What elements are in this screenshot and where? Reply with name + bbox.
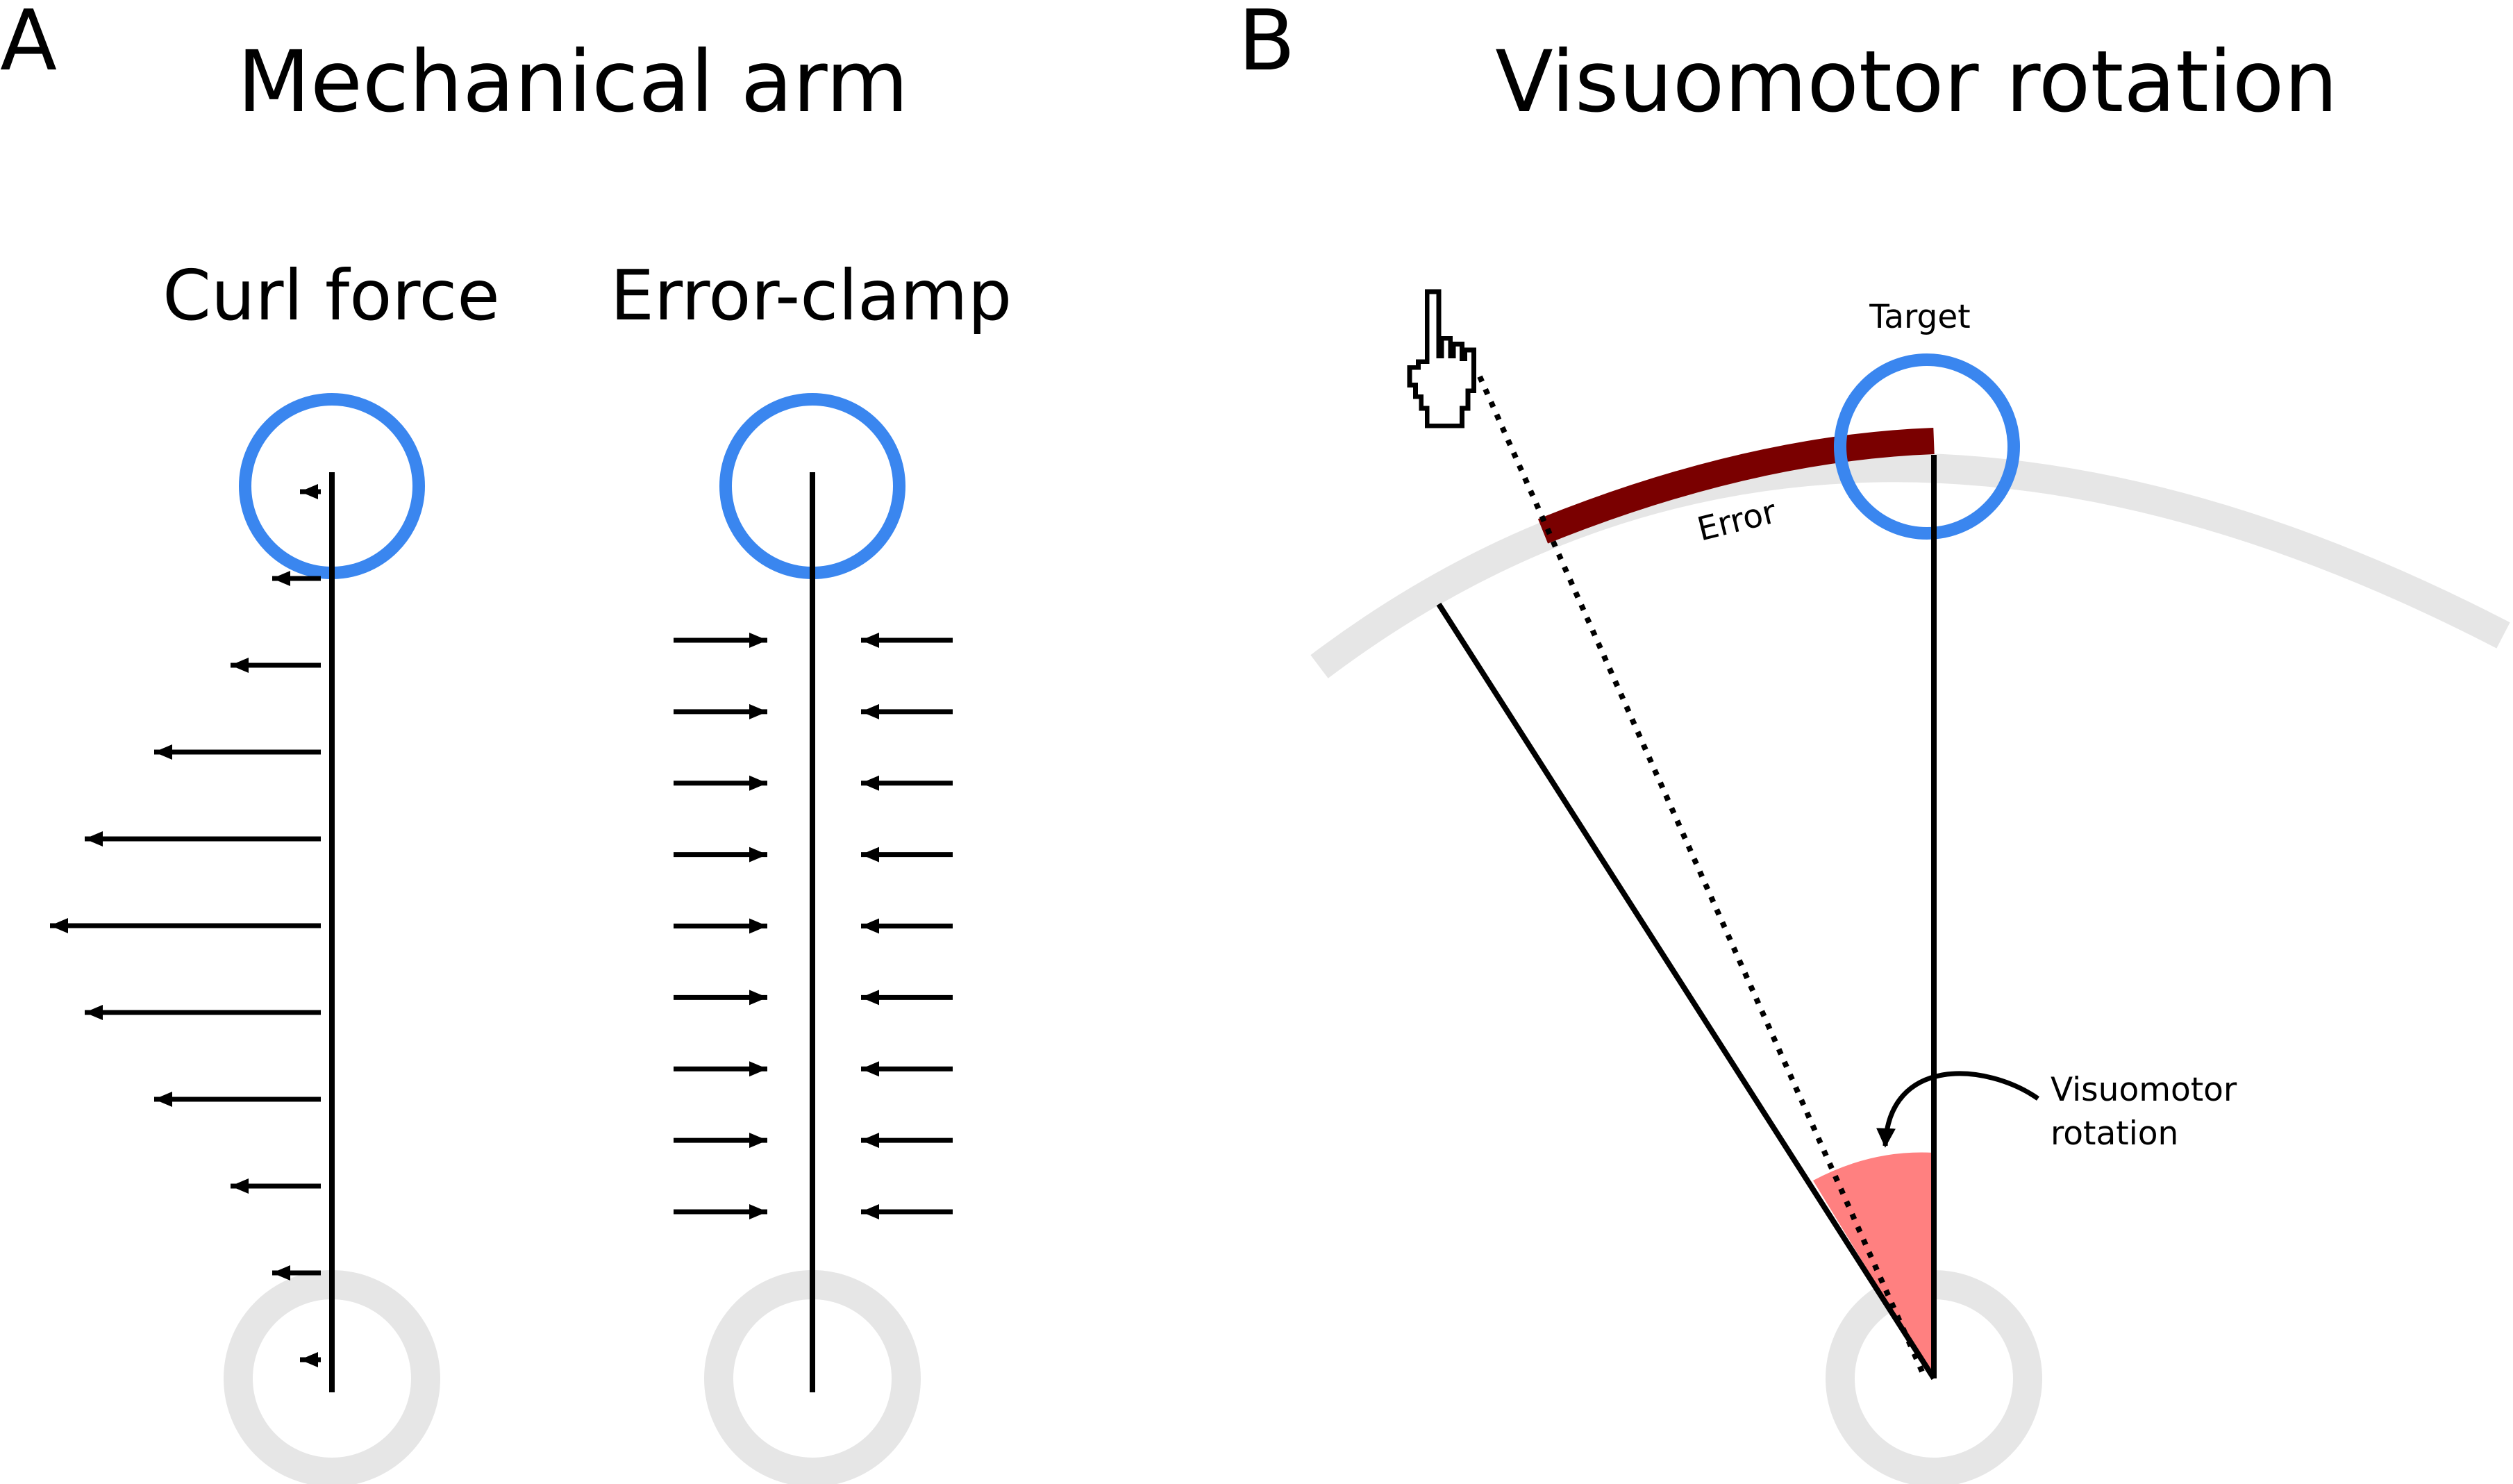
panel-b-title: Visuomotor rotation	[1495, 33, 2338, 131]
workspace-arc	[1310, 453, 2510, 678]
curl-force-arrow-head	[231, 658, 249, 673]
clamp-force-arrow-left-head	[749, 633, 767, 648]
curl-force-arrow-head	[272, 571, 290, 586]
clamp-force-arrow-right-head	[861, 1061, 879, 1077]
curl-force-arrows	[50, 484, 321, 1367]
clamp-force-arrow-left-head	[749, 1061, 767, 1077]
curl-force-arrow-head	[85, 1005, 103, 1020]
rotation-annotation-arrow	[1876, 1071, 2039, 1148]
curl-force-title: Curl force	[162, 255, 500, 336]
panel-b: B Visuomotor rotation Target Error Visuo…	[1238, 0, 2510, 1484]
clamp-force-arrow-right-head	[861, 990, 879, 1006]
clamp-force-arrow-right-head	[861, 1133, 879, 1149]
curl-force-arrow-head	[154, 1092, 172, 1107]
curl-force-arrow-head	[300, 484, 318, 499]
curl-force-arrow-head	[50, 918, 68, 933]
curl-force-subpanel: Curl force	[50, 255, 500, 1484]
clamp-force-arrow-right-head	[861, 775, 879, 791]
clamp-force-arrow-right-head	[861, 918, 879, 934]
error-arc	[1537, 428, 1935, 544]
curl-force-arrow-head	[85, 831, 103, 847]
curl-force-arrow-head	[300, 1352, 318, 1367]
curl-force-arrow-head	[272, 1265, 290, 1281]
clamp-force-arrow-right-head	[861, 1204, 879, 1219]
error-clamp-title: Error-clamp	[610, 255, 1012, 336]
clamp-force-arrow-left-head	[749, 1204, 767, 1219]
error-clamp-arrows	[674, 633, 953, 1219]
rotation-angle-wedge	[1813, 1152, 1934, 1378]
curl-force-arrow-head	[154, 744, 172, 760]
clamp-force-arrow-left-head	[749, 847, 767, 862]
clamp-force-arrow-left-head	[749, 918, 767, 934]
error-clamp-subpanel: Error-clamp	[610, 255, 1012, 1484]
clamp-force-arrow-left-head	[749, 990, 767, 1006]
clamp-force-arrow-left-head	[749, 703, 767, 719]
clamp-force-arrow-right-head	[861, 633, 879, 648]
panel-a-title: Mechanical arm	[237, 33, 909, 131]
rotation-label-line2: rotation	[2051, 1115, 2178, 1153]
curl-force-arrow-head	[231, 1178, 249, 1194]
clamp-force-arrow-right-head	[861, 847, 879, 862]
pointing-hand-cursor-icon	[1407, 289, 1476, 428]
cursor-path-line	[1436, 602, 1937, 1381]
target-circle	[1834, 353, 2020, 540]
panel-a-letter: A	[0, 0, 57, 90]
target-label: Target	[1869, 298, 1970, 336]
clamp-force-arrow-left-head	[749, 1133, 767, 1149]
clamp-force-arrow-left-head	[749, 775, 767, 791]
hand-path-line	[1476, 374, 1925, 1373]
clamp-force-arrow-right-head	[861, 703, 879, 719]
panel-b-letter: B	[1238, 0, 1295, 90]
rotation-label-line1: Visuomotor	[2051, 1071, 2237, 1109]
panel-a: A Mechanical arm Curl force Error-clamp	[0, 0, 1012, 1484]
